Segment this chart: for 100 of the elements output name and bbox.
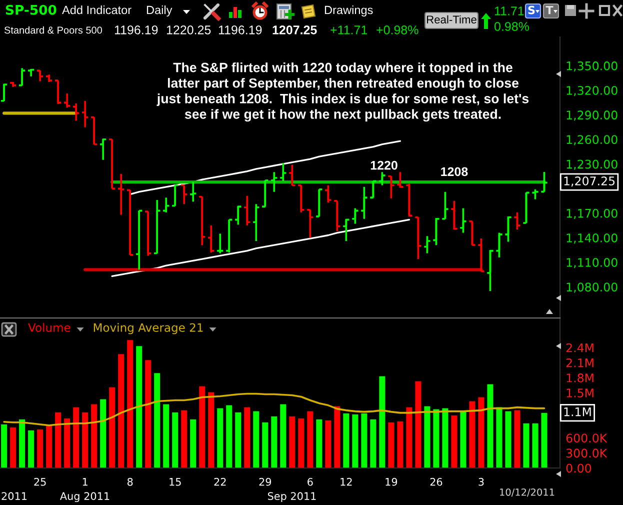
- bar: [379, 376, 386, 468]
- bar: [460, 411, 466, 468]
- annotation: 1220: [370, 160, 398, 170]
- chart-title: SP-500: [6, 4, 56, 15]
- text: S: [528, 6, 535, 14]
- y-tick-label: 0.00: [566, 464, 592, 473]
- bar: [289, 416, 296, 468]
- y-tick-label: 600.0K: [566, 434, 608, 443]
- text: Daily: [146, 6, 172, 16]
- chart-subtitle: Standard & Poors 500: [4, 26, 102, 34]
- x-tick-label: 15: [170, 478, 181, 486]
- bar: [514, 410, 520, 468]
- bar: [235, 412, 242, 468]
- bar: [91, 404, 98, 468]
- y-tick-label: 2.4M: [566, 343, 594, 352]
- bar: [19, 419, 26, 468]
- bar: [271, 416, 278, 468]
- bar: [532, 423, 538, 468]
- x-tick-label: 19: [386, 478, 398, 486]
- y-tick-label: 300.0K: [566, 448, 608, 458]
- x-tick-label: 12: [340, 478, 352, 486]
- text: Add Indicator: [62, 6, 132, 14]
- x-tick-label: 25: [34, 478, 46, 486]
- bar: [280, 404, 286, 468]
- bar: [10, 427, 16, 468]
- bar: [208, 392, 214, 468]
- text: +0.98%: [376, 26, 418, 34]
- text: Moving Average 21: [94, 323, 203, 334]
- bar: [388, 422, 394, 468]
- annotation: 1.1M: [564, 407, 591, 416]
- text: Volume: [28, 323, 70, 332]
- bar: [451, 415, 458, 468]
- bar: [442, 408, 448, 468]
- bar: [343, 413, 350, 468]
- y-tick-label: 1,170.00: [566, 208, 618, 219]
- text: Aug 2011: [60, 492, 110, 502]
- bar: [478, 397, 484, 468]
- bar: [100, 399, 106, 468]
- y-tick-label: 1.8M: [566, 373, 594, 382]
- y-tick-label: 1,320.00: [566, 86, 618, 96]
- bar: [496, 407, 502, 468]
- text: 1196.19: [218, 26, 262, 34]
- text: Sep 2011: [268, 492, 316, 502]
- bar: [82, 412, 88, 468]
- y-tick-label: 1,230.00: [566, 160, 618, 170]
- bar: [73, 407, 80, 468]
- bar: [316, 419, 322, 468]
- text: 1,207.25: [564, 176, 615, 187]
- bar: [217, 408, 224, 468]
- text: 2011: [2, 492, 27, 500]
- bar: [55, 412, 62, 468]
- text: 11.71: [494, 6, 524, 16]
- bar: [190, 419, 196, 468]
- y-tick-label: 1,260.00: [566, 135, 618, 146]
- y-tick-label: 2.1M: [566, 358, 594, 368]
- bar: [28, 430, 34, 468]
- y-tick-label: 1,110.00: [566, 258, 618, 268]
- line-series: [111, 218, 410, 278]
- text: T: [546, 6, 554, 14]
- text: 10/12/2011: [500, 488, 554, 497]
- y-tick-label: 1,290.00: [566, 110, 618, 121]
- bar: [1, 424, 8, 468]
- x-tick-label: 6: [308, 478, 313, 486]
- bar: [163, 404, 170, 468]
- bar: [118, 354, 124, 468]
- bar: [262, 422, 268, 468]
- y-tick-label: 1,140.00: [566, 233, 618, 244]
- text: +11.71: [330, 26, 368, 34]
- y-tick-label: 1,080.00: [566, 282, 618, 293]
- bar: [136, 346, 142, 468]
- bar: [64, 418, 70, 468]
- bar: [181, 410, 188, 468]
- bar: [370, 419, 376, 468]
- text: 0.98%: [494, 22, 529, 31]
- text: 1207.25: [272, 26, 317, 34]
- line-series: [129, 140, 402, 196]
- bar: [505, 411, 512, 468]
- y-tick-label: 1.5M: [566, 388, 594, 398]
- bar: [37, 429, 44, 468]
- bar: [397, 421, 404, 468]
- annotation: The S&P flirted with 1220 today where it topped in the latter part of September, then retreated enough to close just beneath 1208. This index is due for some rest, so let's see if we get it how the next pullback gets treated.: [156, 62, 529, 122]
- y-tick-label: 1,350.00: [566, 61, 618, 72]
- bar: [325, 420, 332, 468]
- bar: [199, 386, 206, 468]
- bar: [487, 384, 494, 468]
- x-tick-label: 8: [127, 478, 133, 486]
- x-tick-label: 1: [82, 478, 88, 486]
- bar: [253, 411, 260, 468]
- x-tick-label: 29: [259, 478, 272, 486]
- text: 1220.25: [166, 26, 211, 34]
- bar: [352, 414, 358, 468]
- bar: [145, 360, 152, 468]
- bar: [361, 413, 368, 468]
- bar: [541, 412, 548, 468]
- bar: [244, 407, 250, 468]
- bar: [307, 411, 314, 468]
- bar: [334, 406, 340, 468]
- line-series: [3, 392, 546, 426]
- bar: [298, 418, 304, 468]
- bar: [154, 373, 160, 468]
